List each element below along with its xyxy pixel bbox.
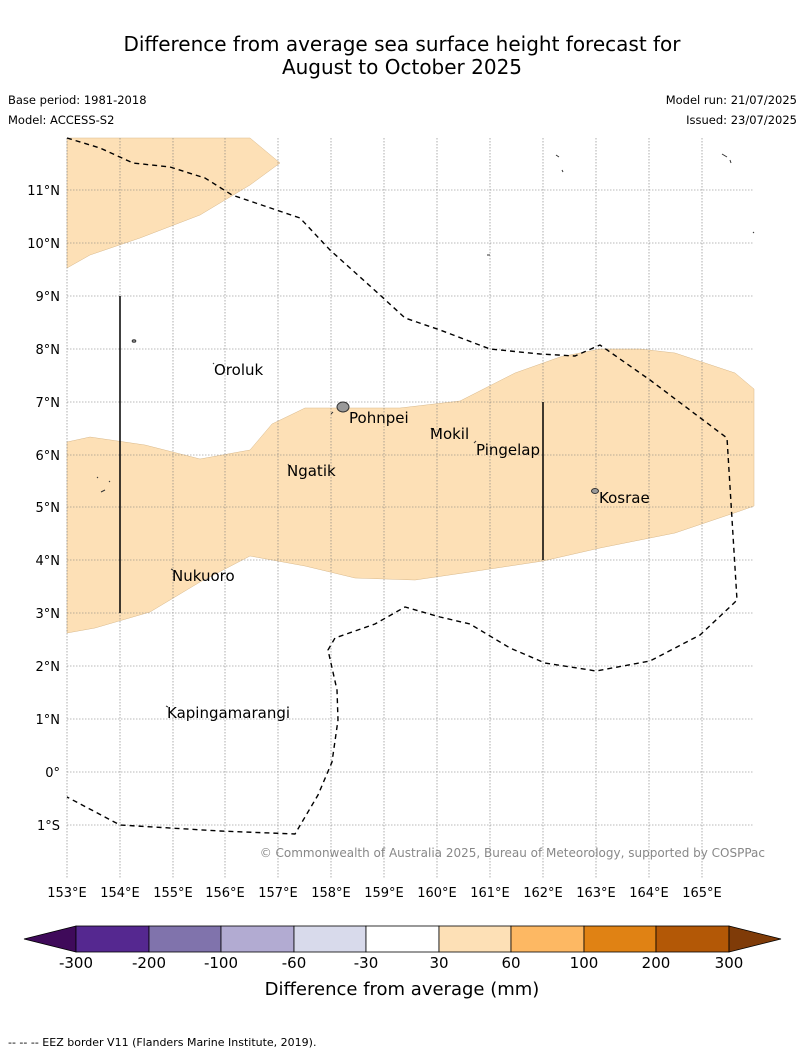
lon-label-164e: 164°E — [629, 886, 669, 901]
lon-label-159e: 159°E — [364, 886, 404, 901]
islands — [96, 153, 755, 708]
lon-label-163e: 163°E — [576, 886, 616, 901]
island-pingelap — [473, 440, 477, 444]
colorbar-extend-high — [728, 925, 782, 953]
colorbar-tick: -60 — [282, 954, 307, 972]
colorbar-tick: 30 — [429, 954, 448, 972]
colorbar-ticks: -300 -200 -100 -60 -30 30 60 100 200 300 — [59, 954, 743, 972]
place-label-mokil: Mokil — [430, 425, 469, 443]
island-north-4 — [752, 231, 755, 234]
anomaly-fill — [66, 137, 755, 634]
lon-label-156e: 156°E — [205, 886, 245, 901]
lat-label-3n: 3°N — [36, 607, 61, 622]
title-line-2: August to October 2025 — [281, 55, 523, 79]
place-label-pingelap: Pingelap — [476, 441, 540, 459]
island-cluster-west — [96, 476, 111, 493]
place-label-pohnpei: Pohnpei — [349, 409, 409, 427]
colorbar-tick: 300 — [715, 954, 744, 972]
island-kapinga — [165, 705, 169, 708]
anomaly-region-north — [66, 137, 281, 269]
island-pohnpei-reef — [330, 411, 334, 415]
lat-label-1s: 1°S — [37, 819, 60, 834]
colorbar-tick: -100 — [204, 954, 238, 972]
colorbar-tick: -300 — [59, 954, 93, 972]
colorbar-tick: -30 — [354, 954, 379, 972]
lon-label-154e: 154°E — [100, 886, 140, 901]
place-label-kapingamarangi: Kapingamarangi — [167, 704, 290, 722]
place-label-nukuoro: Nukuoro — [172, 567, 235, 585]
colorbar-title: Difference from average (mm) — [265, 979, 540, 1000]
issued-date: Issued: 23/07/2025 — [686, 113, 797, 127]
lat-label-2n: 2°N — [36, 660, 61, 675]
place-label-ngatik: Ngatik — [287, 462, 336, 480]
lat-label-11n: 11°N — [27, 184, 60, 199]
lat-label-4n: 4°N — [36, 554, 61, 569]
copyright: © Commonwealth of Australia 2025, Bureau… — [260, 846, 765, 860]
eez-border — [66, 137, 738, 835]
colorbar-extend-low — [23, 925, 77, 953]
island-ngatik — [287, 463, 290, 467]
lon-label-158e: 158°E — [311, 886, 351, 901]
place-label-kosrae: Kosrae — [599, 489, 650, 507]
anomaly-region-main — [66, 348, 755, 634]
colorbar-bin-3 — [220, 925, 295, 953]
island-kosrae — [591, 488, 599, 494]
place-labels: Oroluk Pohnpei Mokil Pingelap Ngatik Kos… — [167, 361, 650, 722]
colorbar-tick: 60 — [501, 954, 520, 972]
model-name: Model: ACCESS-S2 — [8, 113, 115, 127]
lat-label-1n: 1°N — [36, 713, 61, 728]
colorbar-tick: 100 — [570, 954, 599, 972]
lat-label-8n: 8°N — [36, 343, 61, 358]
colorbar-bin-4 — [293, 925, 367, 953]
lat-label-10n: 10°N — [27, 237, 60, 252]
island-pohnpei — [336, 401, 350, 413]
lon-label-155e: 155°E — [153, 886, 193, 901]
lon-label-165e: 165°E — [682, 886, 722, 901]
title-line-1: Difference from average sea surface heig… — [123, 32, 681, 56]
colorbar-bin-5 — [365, 925, 440, 953]
colorbar-bin-7 — [510, 925, 585, 953]
lon-label-157e: 157°E — [258, 886, 298, 901]
lon-label-160e: 160°E — [417, 886, 457, 901]
island-mokil — [430, 427, 433, 431]
lon-label-153e: 153°E — [47, 886, 87, 901]
lon-label-161e: 161°E — [470, 886, 510, 901]
lat-labels: 11°N 10°N 9°N 8°N 7°N 6°N 5°N 4°N 3°N 2°… — [27, 184, 60, 834]
colorbar-bin-8 — [583, 925, 657, 953]
lat-label-0: 0° — [45, 766, 60, 781]
colorbar — [23, 925, 782, 953]
colorbar-bin-6 — [438, 925, 512, 953]
lat-label-7n: 7°N — [36, 396, 61, 411]
lon-labels: 153°E 154°E 155°E 156°E 157°E 158°E 159°… — [47, 886, 722, 901]
island-north-1 — [555, 154, 564, 173]
colorbar-bin-2 — [148, 925, 222, 953]
island-small-154e — [131, 339, 137, 343]
gridlines — [66, 138, 754, 878]
lat-label-6n: 6°N — [36, 449, 61, 464]
colorbar-tick: 200 — [642, 954, 671, 972]
model-run: Model run: 21/07/2025 — [665, 93, 797, 107]
lon-label-162e: 162°E — [523, 886, 563, 901]
place-label-oroluk: Oroluk — [214, 361, 263, 379]
colorbar-bin-9 — [655, 925, 730, 953]
lat-label-5n: 5°N — [36, 501, 61, 516]
colorbar-bin-1 — [75, 925, 150, 953]
eez-footer-note: -- -- -- EEZ border V11 (Flanders Marine… — [8, 1036, 317, 1049]
island-nukuoro — [170, 568, 174, 571]
base-period: Base period: 1981-2018 — [8, 93, 147, 107]
island-oroluk — [212, 362, 215, 365]
lat-label-9n: 9°N — [36, 290, 61, 305]
island-north-2 — [721, 153, 732, 164]
colorbar-tick: -200 — [132, 954, 166, 972]
